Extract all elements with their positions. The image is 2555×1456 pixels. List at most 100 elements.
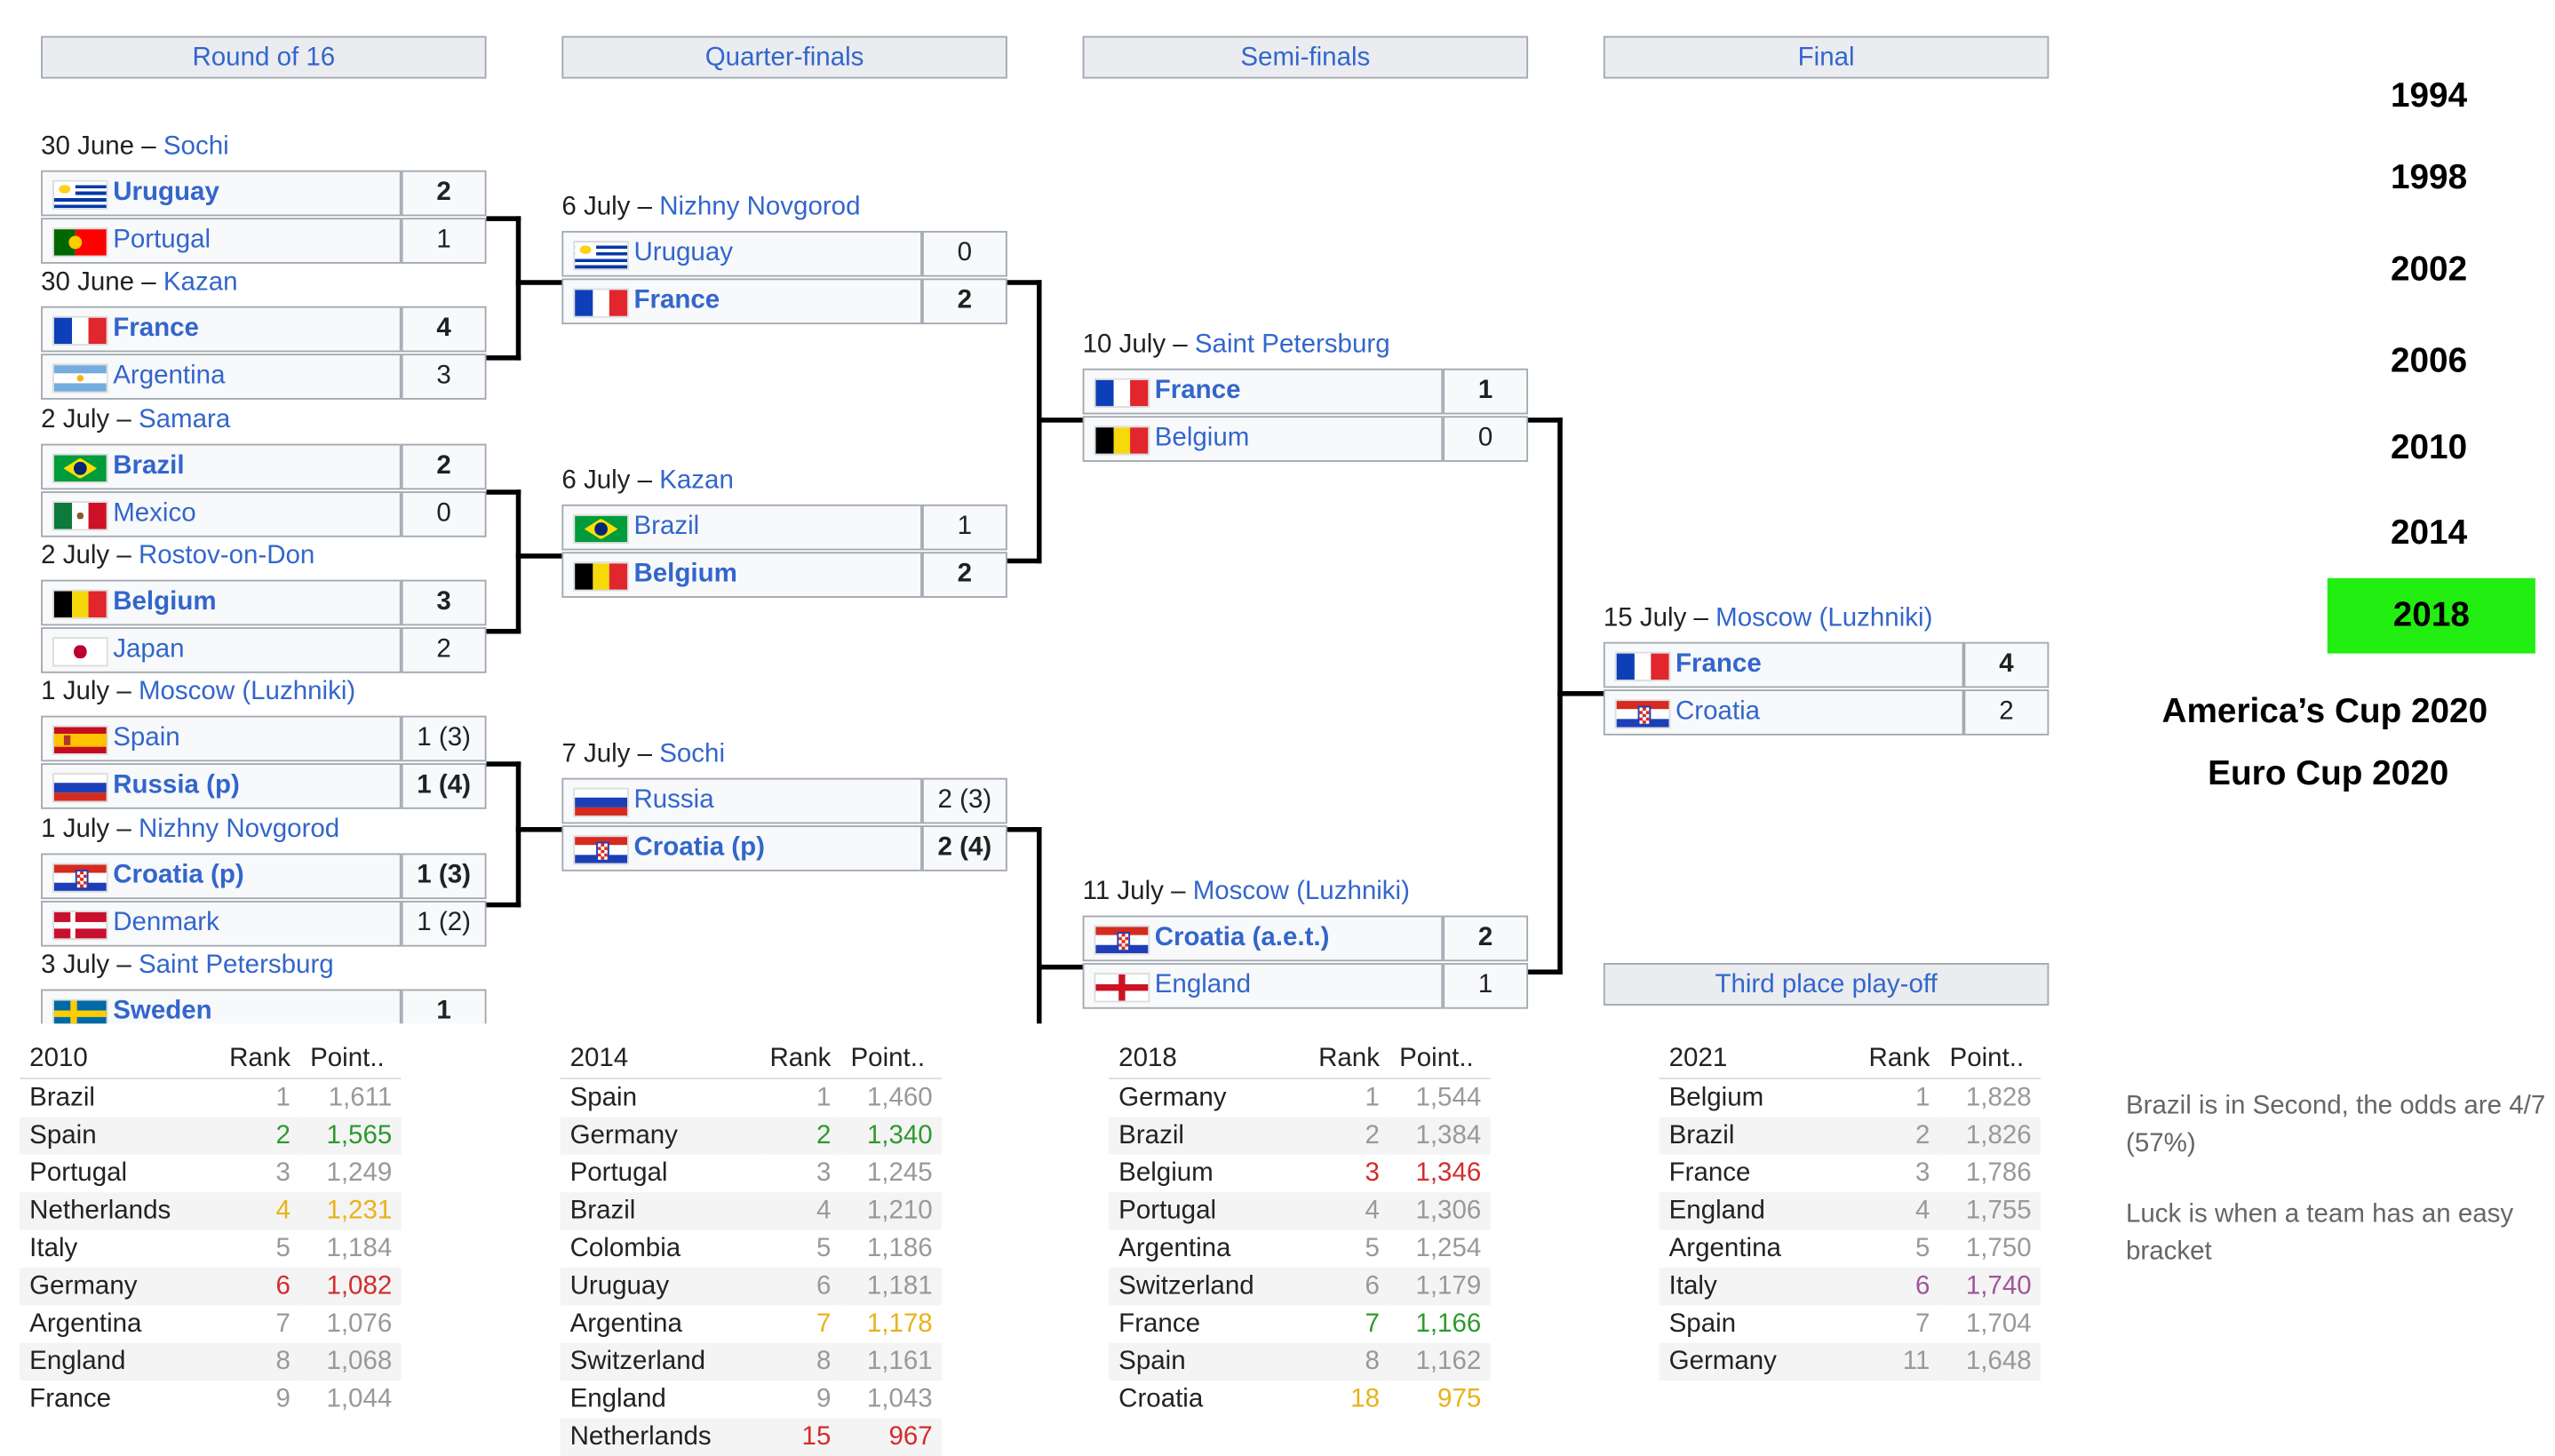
team-score: 1 (3) — [401, 715, 487, 762]
team-name-link[interactable]: Brazil — [633, 513, 700, 541]
rank-header[interactable]: Rank — [760, 1041, 841, 1079]
rank-value: 6 — [219, 1267, 301, 1306]
match-venue-link[interactable]: Saint Petersburg — [1194, 330, 1390, 359]
match-venue-link[interactable]: Sochi — [659, 740, 726, 768]
r16-team-row-6-a[interactable]: Sweden 1 — [41, 989, 487, 1024]
year-2002[interactable]: 2002 — [2390, 251, 2468, 289]
team-name-link[interactable]: Russia — [633, 785, 714, 815]
rank-header[interactable]: Rank — [1309, 1041, 1390, 1079]
r16-team-row-3-b[interactable]: Japan 2 — [41, 627, 487, 673]
year-2018[interactable]: 2018 — [2327, 577, 2535, 654]
header-final[interactable]: Final — [1603, 36, 2050, 79]
team-name-link[interactable]: Portugal — [113, 226, 211, 254]
bracket-connector — [1036, 418, 1083, 423]
rank-value: 4 — [760, 1192, 841, 1230]
r16-team-row-4-a[interactable]: Spain 1 (3) — [41, 715, 487, 762]
year-1998[interactable]: 1998 — [2390, 158, 2468, 197]
qf-team-row-2-a[interactable]: Russia 2 (3) — [561, 777, 1007, 824]
team-name-link[interactable]: Croatia (p) — [113, 861, 244, 890]
r16-team-row-3-a[interactable]: Belgium 3 — [41, 579, 487, 626]
header-third-place[interactable]: Third place play-off — [1603, 963, 2050, 1006]
team-name-link[interactable]: England — [1154, 971, 1251, 999]
points-header[interactable]: Point.. — [1939, 1041, 2042, 1079]
team-name: Uruguay — [560, 1267, 760, 1306]
team-name-link[interactable]: Denmark — [113, 909, 219, 937]
r16-team-row-5-b[interactable]: Denmark 1 (2) — [41, 900, 487, 947]
final-team-row-0-b[interactable]: Croatia 2 — [1603, 689, 2050, 736]
qf-team-row-0-b[interactable]: France 2 — [561, 278, 1007, 325]
team-name: Germany — [1118, 1083, 1227, 1111]
team-name-link[interactable]: Brazil — [113, 451, 185, 481]
uruguay-flag-icon — [575, 242, 628, 269]
final-team-row-0-a[interactable]: France 4 — [1603, 641, 2050, 688]
year-2010[interactable]: 2010 — [2390, 429, 2468, 467]
match-venue-link[interactable]: Moscow (Luzhniki) — [138, 678, 356, 706]
points-header[interactable]: Point.. — [1389, 1041, 1492, 1079]
team-name-link[interactable]: Croatia (a.e.t.) — [1154, 923, 1330, 952]
header-quarter-finals[interactable]: Quarter-finals — [561, 36, 1007, 79]
sf-team-row-0-a[interactable]: France 1 — [1082, 368, 1529, 415]
match-venue-link[interactable]: Rostov-on-Don — [138, 542, 315, 570]
r16-team-row-1-a[interactable]: France 4 — [41, 306, 487, 353]
match-venue-link[interactable]: Sochi — [163, 132, 229, 161]
team-name: Germany — [20, 1267, 220, 1306]
points-value: 1,043 — [866, 1384, 933, 1413]
team-name-link[interactable]: Belgium — [113, 587, 217, 617]
match-venue-link[interactable]: Samara — [138, 406, 231, 434]
team-name-link[interactable]: Sweden — [113, 997, 212, 1024]
bracket-connector — [486, 216, 521, 361]
match-venue-link[interactable]: Nizhny Novgorod — [138, 816, 340, 844]
team-name-link[interactable]: France — [633, 286, 720, 314]
qf-team-row-1-a[interactable]: Brazil 1 — [561, 504, 1007, 551]
cup-label-america[interactable]: America’s Cup 2020 — [2161, 692, 2488, 731]
match-venue-link[interactable]: Saint Petersburg — [138, 951, 334, 980]
team-name-link[interactable]: Croatia — [1675, 697, 1761, 726]
qf-team-row-2-b[interactable]: Croatia (p) 2 (4) — [561, 825, 1007, 871]
team-name-link[interactable]: Argentina — [113, 362, 226, 390]
team-name-link[interactable]: Japan — [113, 635, 185, 664]
r16-team-row-1-b[interactable]: Argentina 3 — [41, 354, 487, 400]
sf-team-row-1-b[interactable]: England 1 — [1082, 963, 1529, 1009]
rank-header[interactable]: Rank — [219, 1041, 301, 1079]
team-name-link[interactable]: Uruguay — [113, 178, 219, 207]
table-year-header[interactable]: 2021 — [1659, 1041, 1859, 1079]
cup-label-euro[interactable]: Euro Cup 2020 — [2208, 754, 2449, 793]
match-venue-link[interactable]: Moscow (Luzhniki) — [1192, 878, 1410, 906]
qf-team-row-1-b[interactable]: Belgium 2 — [561, 552, 1007, 598]
year-2014[interactable]: 2014 — [2390, 513, 2468, 553]
match-venue-link[interactable]: Kazan — [163, 268, 238, 297]
points-header[interactable]: Point.. — [840, 1041, 943, 1079]
r16-team-row-4-b[interactable]: Russia (p) 1 (4) — [41, 763, 487, 809]
team-name-link[interactable]: Spain — [113, 723, 180, 752]
points-value: 1,082 — [300, 1267, 402, 1306]
r16-team-row-5-a[interactable]: Croatia (p) 1 (3) — [41, 853, 487, 900]
table-year-header[interactable]: 2018 — [1109, 1041, 1309, 1079]
qf-team-row-0-a[interactable]: Uruguay 0 — [561, 230, 1007, 277]
r16-team-row-0-b[interactable]: Portugal 1 — [41, 218, 487, 264]
r16-team-row-2-b[interactable]: Mexico 0 — [41, 491, 487, 537]
table-year-header[interactable]: 2010 — [20, 1041, 220, 1079]
header-semi-finals[interactable]: Semi-finals — [1082, 36, 1529, 79]
team-name-link[interactable]: France — [1675, 649, 1762, 679]
sf-team-row-0-b[interactable]: Belgium 0 — [1082, 416, 1529, 462]
match-venue-link[interactable]: Kazan — [659, 466, 734, 495]
year-1994[interactable]: 1994 — [2390, 76, 2468, 115]
match-venue-link[interactable]: Nizhny Novgorod — [659, 193, 861, 221]
header-round-of-16[interactable]: Round of 16 — [41, 36, 487, 79]
year-2006[interactable]: 2006 — [2390, 342, 2468, 380]
team-name-link[interactable]: Belgium — [633, 560, 737, 588]
team-name-link[interactable]: Russia (p) — [113, 771, 240, 800]
table-year-header[interactable]: 2014 — [560, 1041, 760, 1079]
team-name-link[interactable]: Uruguay — [633, 239, 733, 267]
r16-team-row-2-a[interactable]: Brazil 2 — [41, 443, 487, 490]
team-name-link[interactable]: Belgium — [1154, 424, 1250, 452]
team-name-link[interactable]: Mexico — [113, 499, 196, 528]
rank-header[interactable]: Rank — [1859, 1041, 1940, 1079]
points-header[interactable]: Point.. — [300, 1041, 402, 1079]
r16-team-row-0-a[interactable]: Uruguay 2 — [41, 170, 487, 217]
sf-team-row-1-a[interactable]: Croatia (a.e.t.) 2 — [1082, 915, 1529, 962]
team-name-link[interactable]: France — [113, 314, 199, 343]
match-venue-link[interactable]: Moscow (Luzhniki) — [1715, 604, 1933, 633]
team-name-link[interactable]: Croatia (p) — [633, 833, 765, 862]
team-name-link[interactable]: France — [1154, 377, 1241, 405]
